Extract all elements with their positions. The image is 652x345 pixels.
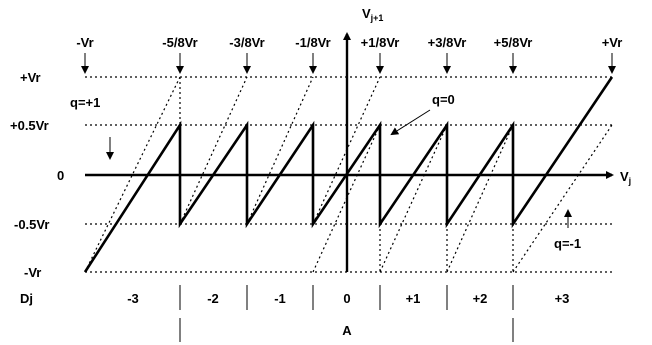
y-tick: +0.5Vr [10, 118, 49, 133]
top-label: -3/8Vr [229, 35, 264, 50]
top-label: +1/8Vr [361, 35, 400, 50]
region-a-label: A [342, 323, 352, 338]
y-tick: -Vr [24, 265, 41, 280]
y-tick: +Vr [20, 70, 41, 85]
diag-1 [179, 76, 248, 225]
threshold-arrows [81, 53, 616, 74]
top-label: +3/8Vr [428, 35, 467, 50]
region-code: +2 [473, 291, 488, 306]
y-axis-label: Vj+1 [362, 6, 383, 23]
region-codes: -3 -2 -1 0 +1 +2 +3 [127, 291, 569, 306]
region-header: Dj [20, 291, 33, 306]
q-plus-one-label: q=+1 [70, 95, 100, 110]
x-axis-label: Vj [620, 169, 631, 186]
diag-6 [446, 124, 514, 273]
q-zero-label: q=0 [432, 92, 455, 107]
region-code: -3 [127, 291, 139, 306]
y-tick-labels: +Vr +0.5Vr 0 -0.5Vr -Vr [10, 70, 64, 280]
diag-2 [246, 76, 314, 225]
region-code: 0 [343, 291, 350, 306]
y-tick: 0 [57, 168, 64, 183]
region-code: -1 [274, 291, 286, 306]
region-code: +3 [555, 291, 570, 306]
region-code: +1 [406, 291, 421, 306]
y-tick: -0.5Vr [14, 217, 49, 232]
top-label: -Vr [76, 35, 93, 50]
threshold-labels: -Vr -5/8Vr -3/8Vr -1/8Vr +1/8Vr +3/8Vr +… [76, 35, 622, 50]
top-label: -1/8Vr [295, 35, 330, 50]
region-code: -2 [207, 291, 219, 306]
top-label: +5/8Vr [494, 35, 533, 50]
diag-5 [379, 124, 448, 273]
q-minus-one-label: q=-1 [554, 236, 581, 251]
vertical-drops [179, 77, 514, 272]
diag-q-plus-1 [84, 76, 181, 273]
region-separators [179, 285, 514, 342]
top-label: +Vr [602, 35, 623, 50]
top-label: -5/8Vr [162, 35, 197, 50]
diagonal-arrow-icon [390, 109, 431, 136]
